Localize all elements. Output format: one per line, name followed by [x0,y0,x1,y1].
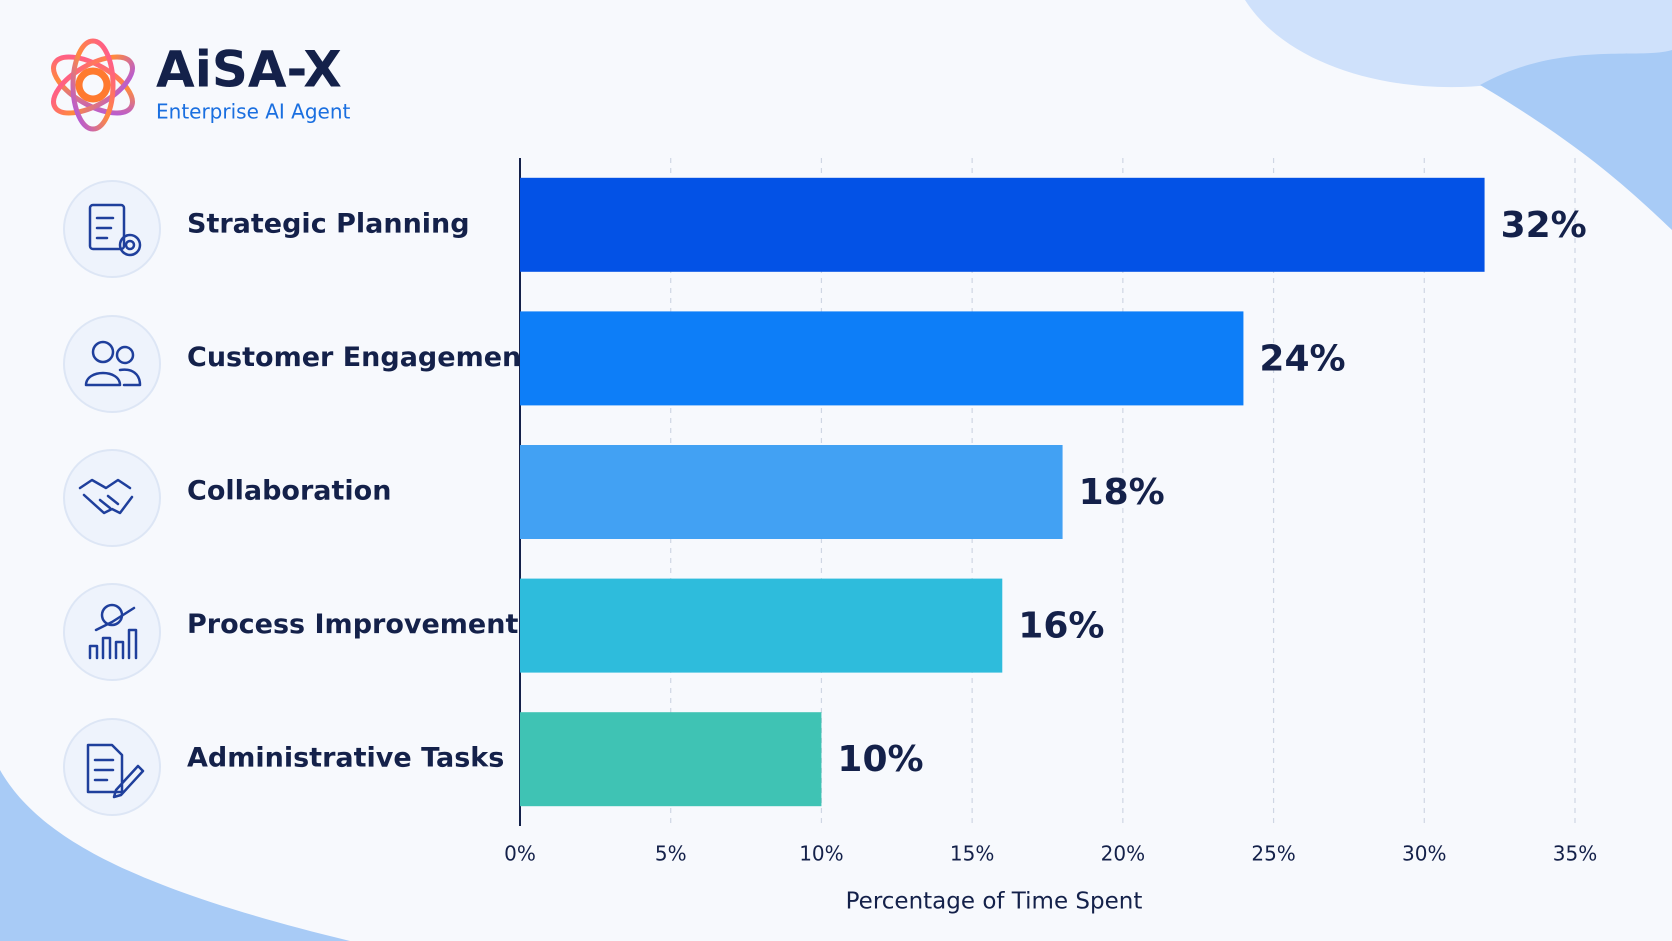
x-tick-label: 15% [950,842,994,866]
decor-blob [1480,50,1672,230]
x-tick-label: 35% [1553,842,1597,866]
category-icons [63,180,161,816]
category-label: Customer Engagement [187,342,534,373]
x-tick-label: 10% [799,842,843,866]
x-tick-label: 30% [1402,842,1446,866]
bar [520,311,1244,406]
value-label: 18% [1079,472,1165,513]
brand-name: AiSA-X [156,41,342,99]
x-tick-label: 25% [1251,842,1295,866]
bar [520,712,822,807]
x-tick-label: 5% [655,842,687,866]
bar [520,445,1063,539]
value-label: 32% [1501,205,1587,246]
value-label: 24% [1259,338,1345,379]
logo-mark [51,38,135,132]
category-label: Collaboration [187,476,391,507]
decor-blob [0,770,350,941]
value-label: 16% [1018,606,1104,647]
x-axis-title: Percentage of Time Spent [846,889,1143,915]
bar [520,578,1003,673]
category-label: Process Improvement [187,609,518,640]
category-label: Strategic Planning [187,208,470,239]
value-label: 10% [837,739,923,780]
decor-blob [1245,0,1672,170]
bar [520,177,1485,272]
brand-tagline: Enterprise AI Agent [156,100,351,124]
x-tick-label: 0% [504,842,536,866]
x-tick-label: 20% [1101,842,1145,866]
category-label: Administrative Tasks [187,743,504,774]
